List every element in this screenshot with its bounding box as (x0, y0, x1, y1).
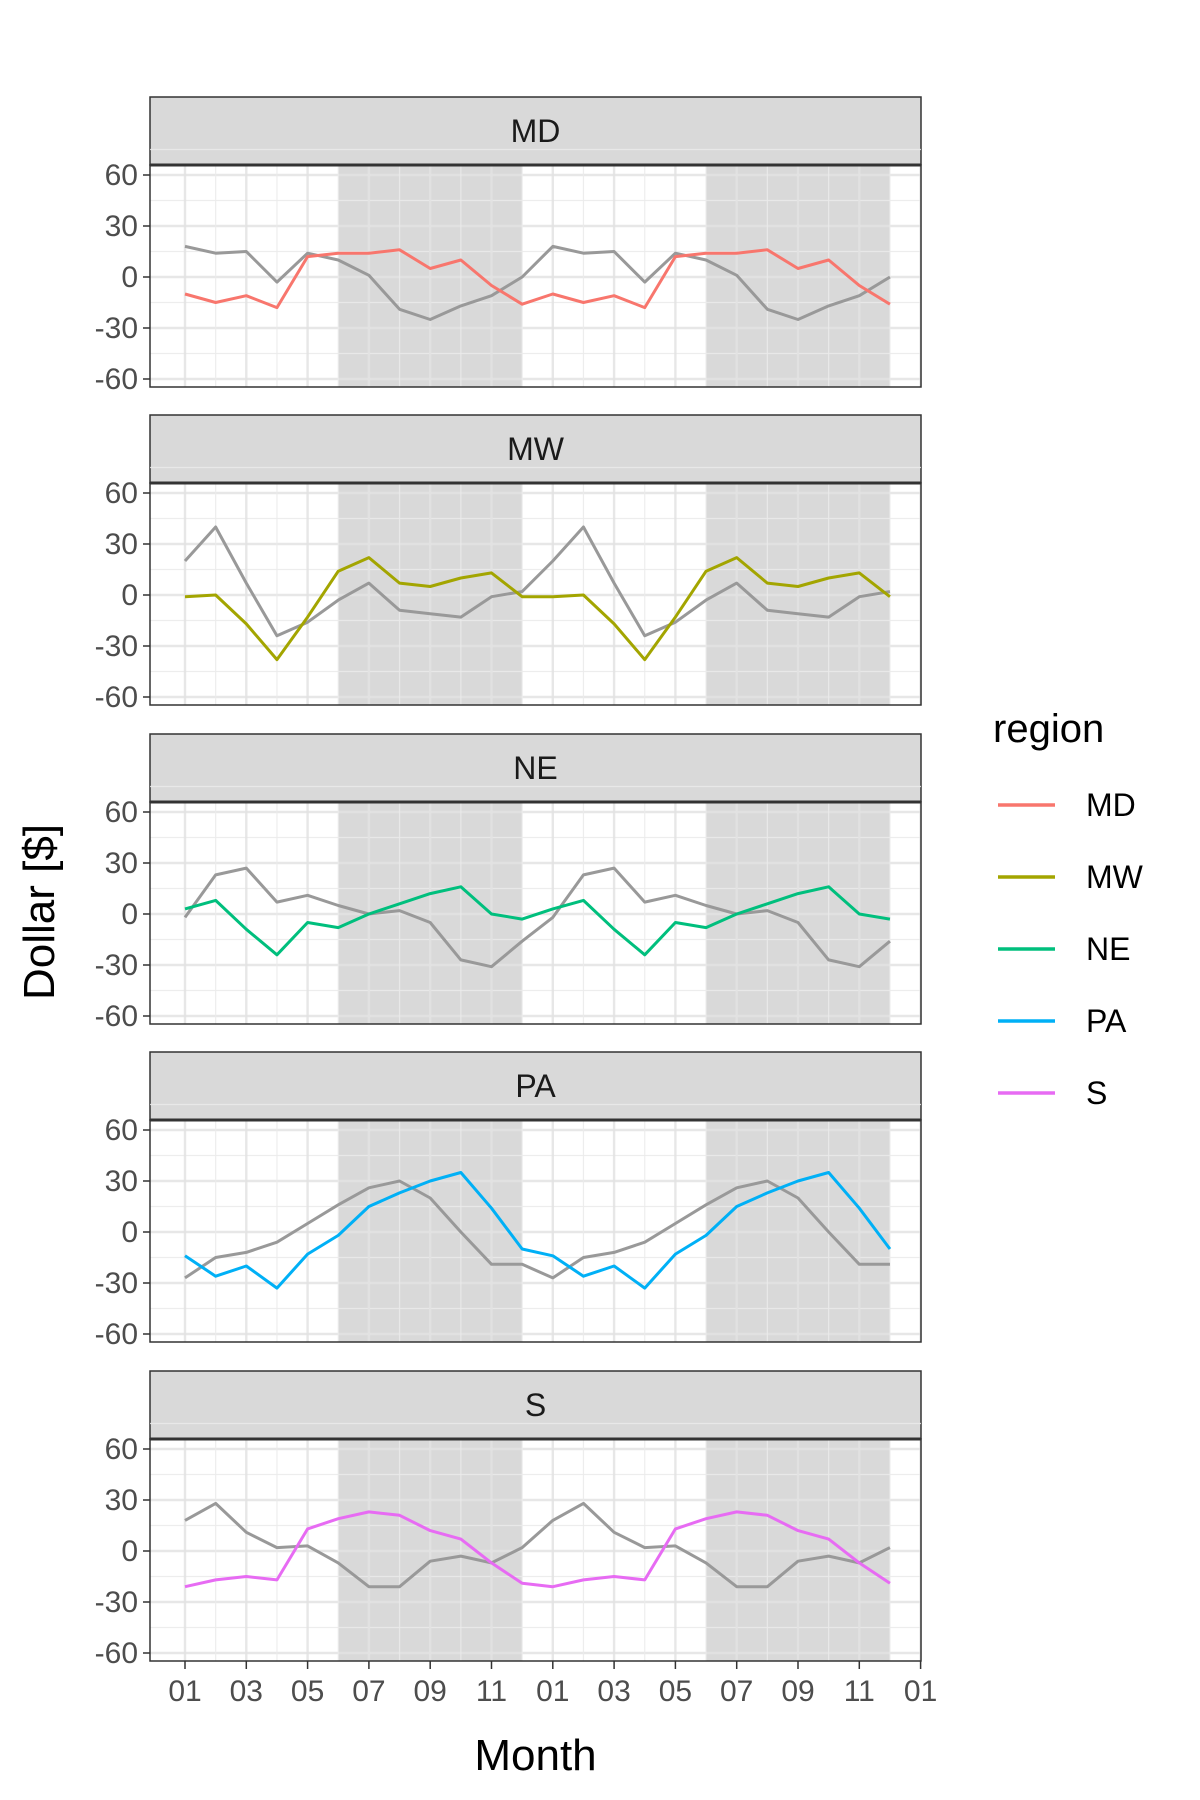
y-tick-label: -30 (95, 1267, 138, 1300)
legend-title: region (993, 707, 1104, 751)
legend: MD MW NE PA S (998, 787, 1144, 1111)
legend-label: MW (1086, 859, 1144, 895)
legend-label: PA (1086, 1003, 1127, 1039)
series-line-ne (184, 885, 891, 957)
strip-label: MD (511, 113, 561, 149)
strip-background (149, 414, 922, 484)
strip-label: S (525, 1387, 546, 1423)
y-tick-label: 0 (121, 1535, 138, 1568)
y-axis-title: Dollar [$] (15, 824, 64, 1000)
x-tick-label: 09 (414, 1675, 447, 1708)
legend-label: S (1086, 1075, 1107, 1111)
y-tick-label: 60 (105, 796, 138, 829)
y-tick-label: -30 (95, 630, 138, 663)
grey-series-line (183, 866, 891, 969)
x-tick-label: 07 (720, 1675, 753, 1708)
series-line-mw (184, 556, 891, 662)
x-tick-label: 03 (230, 1675, 263, 1708)
y-tick-label: 0 (121, 579, 138, 612)
y-tick-label: 30 (105, 1484, 138, 1517)
legend-label: NE (1086, 931, 1130, 967)
legend-item-md: MD (998, 787, 1136, 823)
series-line-s (184, 1510, 891, 1589)
grey-series-line (184, 1501, 891, 1589)
legend-label: MD (1086, 787, 1136, 823)
panel-ne: NE 60 30 0 -30 -60 (95, 733, 922, 1033)
y-tick-label: 30 (105, 847, 138, 880)
y-tick-label: -30 (95, 1586, 138, 1619)
x-tick-label: 03 (597, 1675, 630, 1708)
y-tick-label: -30 (95, 312, 138, 345)
y-tick-label: -60 (95, 1637, 138, 1670)
x-tick-label: 01 (536, 1675, 569, 1708)
y-tick-label: 60 (105, 159, 138, 192)
x-axis: 01 03 05 07 09 11 01 03 05 07 09 11 01 (168, 1661, 937, 1708)
y-tick-label: 0 (121, 898, 138, 931)
x-tick-label: 07 (352, 1675, 385, 1708)
y-tick-label: 60 (105, 1114, 138, 1147)
x-tick-label: 09 (781, 1675, 814, 1708)
y-tick-label: 30 (105, 210, 138, 243)
y-tick-label: -60 (95, 1318, 138, 1351)
y-tick-label: 0 (121, 1216, 138, 1249)
x-tick-label: 01 (904, 1675, 937, 1708)
x-tick-label: 05 (659, 1675, 692, 1708)
legend-item-ne: NE (998, 931, 1130, 967)
panel-md: MD 60 30 0 -30 -60 (95, 96, 922, 396)
series-line-md (184, 248, 891, 310)
series-line-pa (184, 1171, 892, 1290)
facet-panels: MD60300-30-60MW60300-30-60NE60300-30-60P… (95, 96, 922, 1670)
legend-item-s: S (998, 1075, 1107, 1111)
y-tick-label: -60 (95, 363, 138, 396)
y-tick-label: 0 (121, 261, 138, 294)
grey-series-line (184, 244, 891, 321)
y-tick-label: -60 (95, 1000, 138, 1033)
panel-mw: MW 60 30 0 -30 -60 (95, 414, 922, 714)
strip-background (149, 1370, 922, 1440)
x-tick-label: 11 (476, 1675, 507, 1708)
x-tick-label: 01 (168, 1675, 201, 1708)
y-tick-label: 30 (105, 528, 138, 561)
legend-item-pa: PA (998, 1003, 1127, 1039)
y-tick-label: -30 (95, 949, 138, 982)
legend-item-mw: MW (998, 859, 1144, 895)
strip-label: NE (513, 750, 557, 786)
x-axis-title: Month (474, 1731, 596, 1780)
strip-background (149, 1051, 922, 1121)
grey-series-line (184, 1179, 890, 1280)
panel-s: S 60 30 0 -30 -60 (95, 1370, 922, 1670)
y-tick-label: 60 (105, 477, 138, 510)
panel-pa: PA 60 30 0 -30 -60 (95, 1051, 922, 1351)
strip-label: PA (515, 1068, 556, 1104)
strip-label: MW (507, 431, 565, 467)
x-tick-label: 11 (844, 1675, 875, 1708)
y-tick-label: 30 (105, 1165, 138, 1198)
y-tick-label: 60 (105, 1433, 138, 1466)
strip-background (149, 96, 922, 166)
x-tick-label: 05 (291, 1675, 324, 1708)
y-tick-label: -60 (95, 681, 138, 714)
